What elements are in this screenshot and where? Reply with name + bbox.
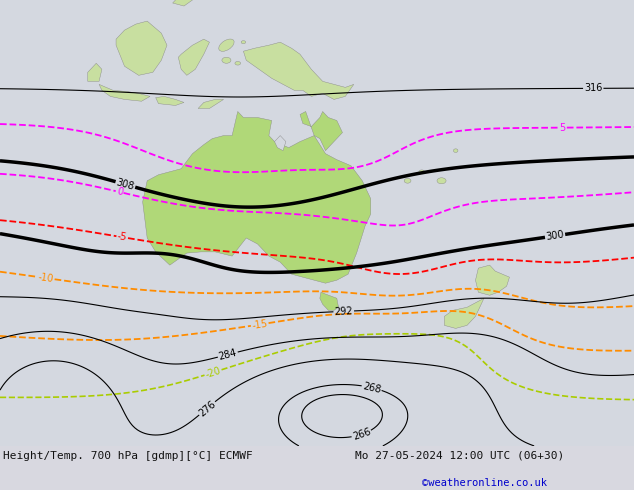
Ellipse shape [222, 57, 231, 63]
Polygon shape [116, 21, 167, 75]
Text: -10: -10 [37, 272, 55, 284]
Ellipse shape [219, 39, 234, 51]
Text: 308: 308 [115, 177, 136, 192]
Text: 266: 266 [351, 427, 372, 442]
Polygon shape [300, 112, 342, 150]
Text: Mo 27-05-2024 12:00 UTC (06+30): Mo 27-05-2024 12:00 UTC (06+30) [355, 451, 564, 461]
Text: ©weatheronline.co.uk: ©weatheronline.co.uk [422, 478, 547, 488]
Polygon shape [243, 42, 354, 99]
Text: 0: 0 [115, 187, 124, 197]
Ellipse shape [235, 61, 240, 65]
Text: 300: 300 [545, 230, 565, 242]
Ellipse shape [241, 41, 246, 44]
Text: 292: 292 [334, 306, 353, 317]
Polygon shape [87, 63, 102, 81]
Polygon shape [156, 97, 184, 105]
Ellipse shape [404, 178, 411, 183]
Polygon shape [275, 136, 286, 150]
Text: 276: 276 [197, 398, 217, 418]
Polygon shape [172, 0, 201, 6]
Ellipse shape [453, 149, 458, 152]
Ellipse shape [419, 170, 425, 173]
Text: Height/Temp. 700 hPa [gdmp][°C] ECMWF: Height/Temp. 700 hPa [gdmp][°C] ECMWF [3, 451, 253, 461]
Polygon shape [198, 99, 224, 108]
Ellipse shape [437, 178, 446, 184]
Polygon shape [476, 265, 510, 295]
Text: -15: -15 [251, 318, 268, 331]
Text: 5: 5 [560, 122, 566, 133]
Polygon shape [444, 298, 484, 328]
Polygon shape [320, 292, 339, 310]
Polygon shape [178, 39, 209, 75]
Text: -5: -5 [117, 231, 128, 243]
Text: 268: 268 [361, 381, 382, 394]
Text: 284: 284 [217, 347, 238, 362]
Text: -20: -20 [204, 366, 222, 380]
Text: 316: 316 [584, 83, 602, 94]
Polygon shape [99, 84, 150, 101]
Polygon shape [143, 112, 371, 283]
